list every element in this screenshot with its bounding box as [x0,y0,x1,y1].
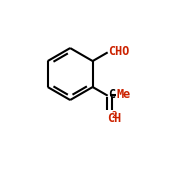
Text: 2: 2 [111,111,117,120]
Text: C: C [108,88,115,101]
Text: CH: CH [107,112,121,125]
Text: CHO: CHO [108,45,130,58]
Text: Me: Me [117,88,131,101]
